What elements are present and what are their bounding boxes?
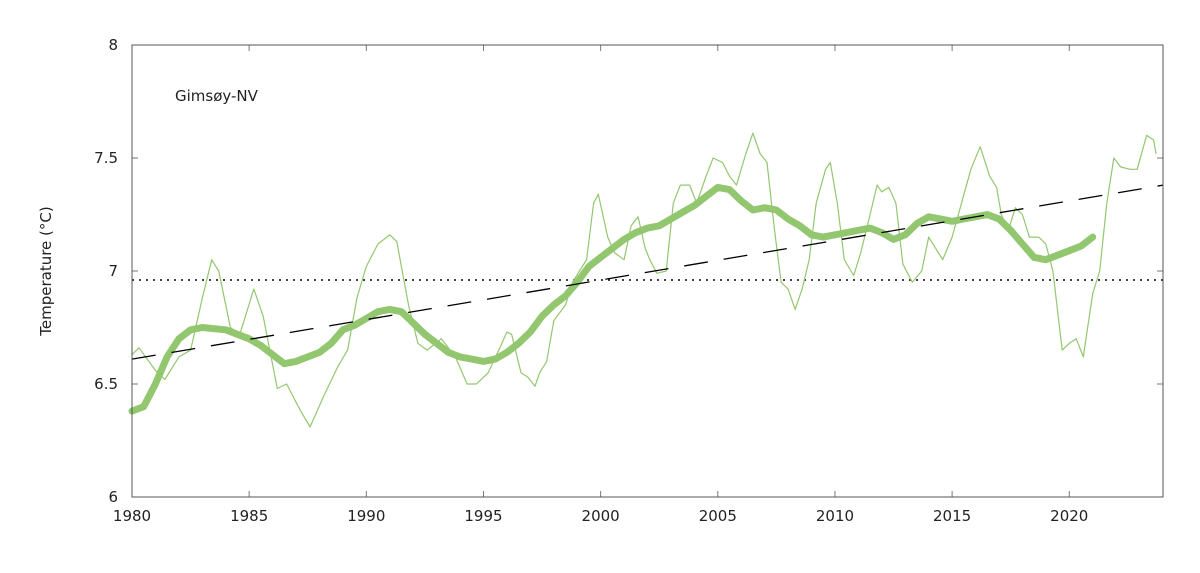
x-tick-label: 2020 — [1050, 507, 1088, 525]
y-tick-label: 6 — [108, 488, 118, 506]
tick-labels: 1980 1985 1990 1995 2000 2005 2010 2015 2020 6 6.5… — [94, 36, 1088, 525]
plot-lines — [128, 132, 1164, 428]
y-tick-label: 7 — [108, 262, 118, 280]
trend-line — [131, 184, 1164, 360]
x-tick-label: 2000 — [582, 507, 620, 525]
station-label: Gimsøy-NV — [175, 87, 259, 105]
x-tick-label: 1995 — [464, 507, 502, 525]
x-tick-label: 1990 — [347, 507, 385, 525]
x-tick-label: 2010 — [816, 507, 854, 525]
smoothed-temperature-line — [128, 183, 1097, 415]
x-tick-label: 1980 — [113, 507, 151, 525]
x-tick-label: 2015 — [933, 507, 971, 525]
x-tick-label: 2005 — [699, 507, 737, 525]
y-axis-label: Temperature (°C) — [37, 206, 55, 336]
axis-ticks — [131, 44, 1163, 498]
x-tick-label: 1985 — [230, 507, 268, 525]
y-tick-label: 6.5 — [94, 375, 118, 393]
plot-frame — [131, 44, 1164, 498]
y-tick-label: 8 — [108, 36, 118, 54]
y-tick-label: 7.5 — [94, 149, 118, 167]
